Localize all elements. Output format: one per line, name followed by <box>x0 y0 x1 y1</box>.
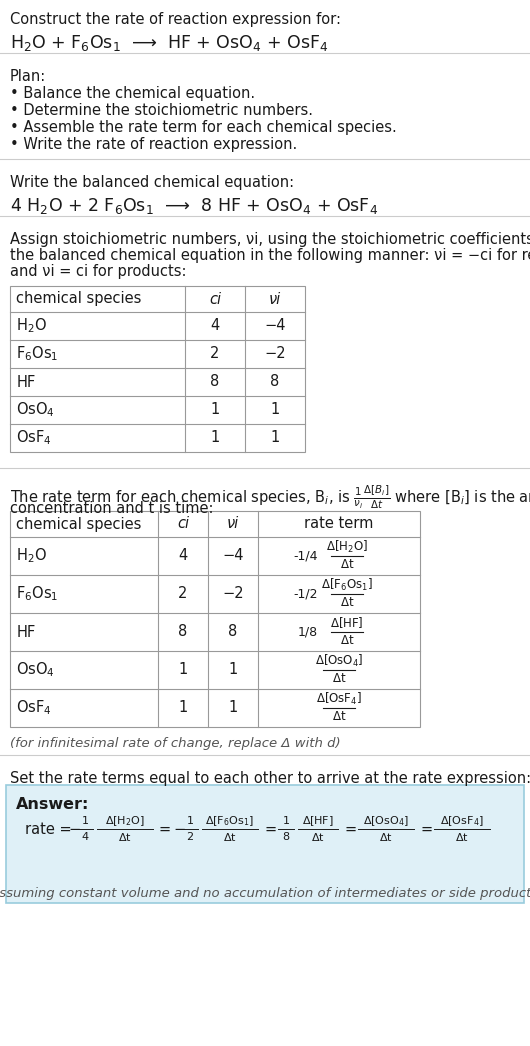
Text: ci: ci <box>209 292 221 306</box>
Text: 8: 8 <box>210 374 219 389</box>
Text: $\mathregular{OsO_4}$: $\mathregular{OsO_4}$ <box>16 401 55 419</box>
Text: Write the balanced chemical equation:: Write the balanced chemical equation: <box>10 175 294 190</box>
Text: 1: 1 <box>282 816 289 826</box>
Text: =: = <box>420 821 432 837</box>
Text: and νi = ci for products:: and νi = ci for products: <box>10 264 187 279</box>
Text: -1/2: -1/2 <box>294 588 318 600</box>
Text: Assign stoichiometric numbers, νi, using the stoichiometric coefficients, ci, fr: Assign stoichiometric numbers, νi, using… <box>10 232 530 247</box>
Text: $\mathregular{OsF_4}$: $\mathregular{OsF_4}$ <box>16 429 51 448</box>
Text: $\mathregular{HF}$: $\mathregular{HF}$ <box>16 374 37 390</box>
Text: ci: ci <box>177 517 189 531</box>
Text: $\mathregular{\Delta t}$: $\mathregular{\Delta t}$ <box>340 596 354 610</box>
Text: 1: 1 <box>187 816 193 826</box>
Text: $\mathregular{\Delta t}$: $\mathregular{\Delta t}$ <box>379 831 393 843</box>
Text: $\mathregular{\Delta[HF]}$: $\mathregular{\Delta[HF]}$ <box>330 615 364 631</box>
Text: 8: 8 <box>270 374 280 389</box>
Text: $\mathregular{\Delta[OsF_4]}$: $\mathregular{\Delta[OsF_4]}$ <box>316 691 362 707</box>
Text: rate term: rate term <box>304 517 374 531</box>
Text: $\mathregular{H_2O}$: $\mathregular{H_2O}$ <box>16 547 47 565</box>
Text: • Balance the chemical equation.: • Balance the chemical equation. <box>10 86 255 101</box>
Text: • Determine the stoichiometric numbers.: • Determine the stoichiometric numbers. <box>10 103 313 118</box>
Text: $\mathregular{\Delta t}$: $\mathregular{\Delta t}$ <box>223 831 237 843</box>
Text: $\mathregular{\Delta[HF]}$: $\mathregular{\Delta[HF]}$ <box>302 814 334 827</box>
Text: −: − <box>68 821 80 837</box>
Text: 4: 4 <box>210 318 219 334</box>
Text: $\mathregular{HF}$: $\mathregular{HF}$ <box>16 624 37 640</box>
Text: $\mathregular{\Delta[F_6Os_1]}$: $\mathregular{\Delta[F_6Os_1]}$ <box>206 814 254 827</box>
Text: $\mathregular{\Delta t}$: $\mathregular{\Delta t}$ <box>118 831 132 843</box>
Text: 1: 1 <box>179 662 188 678</box>
Text: νi: νi <box>269 292 281 306</box>
Text: −2: −2 <box>222 587 244 601</box>
Text: concentration and t is time:: concentration and t is time: <box>10 501 214 516</box>
Text: Plan:: Plan: <box>10 69 46 84</box>
Text: $\mathregular{F_6Os_1}$: $\mathregular{F_6Os_1}$ <box>16 585 58 604</box>
Text: $\mathregular{\Delta[OsO_4]}$: $\mathregular{\Delta[OsO_4]}$ <box>363 814 409 827</box>
Text: 4: 4 <box>82 832 89 842</box>
Text: −2: −2 <box>264 346 286 362</box>
Text: =: = <box>344 821 356 837</box>
Text: 1: 1 <box>210 403 219 417</box>
Text: $\mathregular{OsF_4}$: $\mathregular{OsF_4}$ <box>16 699 51 718</box>
Text: 1: 1 <box>228 662 237 678</box>
Text: −: − <box>173 821 185 837</box>
Text: =: = <box>159 821 171 837</box>
Text: $\mathregular{\Delta t}$: $\mathregular{\Delta t}$ <box>332 673 346 685</box>
Text: (for infinitesimal rate of change, replace Δ with d): (for infinitesimal rate of change, repla… <box>10 737 341 750</box>
Text: chemical species: chemical species <box>16 517 142 531</box>
Text: $\mathregular{\Delta t}$: $\mathregular{\Delta t}$ <box>311 831 325 843</box>
Text: 8: 8 <box>282 832 289 842</box>
Text: $\mathregular{F_6Os_1}$: $\mathregular{F_6Os_1}$ <box>16 344 58 363</box>
Text: $\mathregular{\Delta[OsO_4]}$: $\mathregular{\Delta[OsO_4]}$ <box>315 653 363 669</box>
Text: (assuming constant volume and no accumulation of intermediates or side products): (assuming constant volume and no accumul… <box>0 887 530 900</box>
Text: 1: 1 <box>270 431 280 446</box>
Text: • Write the rate of reaction expression.: • Write the rate of reaction expression. <box>10 137 297 152</box>
Text: −4: −4 <box>222 548 244 564</box>
Text: 1: 1 <box>270 403 280 417</box>
Text: rate =: rate = <box>25 821 76 837</box>
Text: 8: 8 <box>179 624 188 639</box>
Text: 1: 1 <box>179 701 188 715</box>
Text: 2: 2 <box>187 832 193 842</box>
Text: $\mathregular{\Delta t}$: $\mathregular{\Delta t}$ <box>455 831 469 843</box>
Text: 1/8: 1/8 <box>298 626 318 638</box>
Text: $\mathregular{\Delta t}$: $\mathregular{\Delta t}$ <box>340 559 354 571</box>
Text: Answer:: Answer: <box>16 797 90 812</box>
Text: 1: 1 <box>228 701 237 715</box>
Text: 2: 2 <box>210 346 220 362</box>
Text: $\mathregular{H_2O}$: $\mathregular{H_2O}$ <box>16 317 47 336</box>
Text: $\mathregular{\Delta[H_2O]}$: $\mathregular{\Delta[H_2O]}$ <box>105 814 145 827</box>
Text: 1: 1 <box>82 816 89 826</box>
Text: $\mathregular{OsO_4}$: $\mathregular{OsO_4}$ <box>16 661 55 679</box>
Text: −4: −4 <box>264 318 286 334</box>
Text: $\mathregular{\Delta t}$: $\mathregular{\Delta t}$ <box>332 710 346 724</box>
Text: =: = <box>264 821 276 837</box>
Text: Construct the rate of reaction expression for:: Construct the rate of reaction expressio… <box>10 12 341 27</box>
Text: -1/4: -1/4 <box>294 549 318 563</box>
Text: The rate term for each chemical species, B$_i$, is $\frac{1}{\nu_i}\frac{\Delta[: The rate term for each chemical species,… <box>10 484 530 511</box>
Bar <box>10 286 305 452</box>
Bar <box>10 511 420 727</box>
Text: the balanced chemical equation in the following manner: νi = −ci for reactants: the balanced chemical equation in the fo… <box>10 248 530 263</box>
Text: • Assemble the rate term for each chemical species.: • Assemble the rate term for each chemic… <box>10 120 397 135</box>
Text: 2: 2 <box>178 587 188 601</box>
Text: chemical species: chemical species <box>16 292 142 306</box>
Text: 1: 1 <box>210 431 219 446</box>
Text: $\mathregular{\Delta[OsF_4]}$: $\mathregular{\Delta[OsF_4]}$ <box>440 814 484 827</box>
Text: νi: νi <box>227 517 239 531</box>
Text: $\mathregular{\Delta t}$: $\mathregular{\Delta t}$ <box>340 635 354 647</box>
Text: Set the rate terms equal to each other to arrive at the rate expression:: Set the rate terms equal to each other t… <box>10 771 530 786</box>
Text: $\mathregular{\Delta[F_6Os_1]}$: $\mathregular{\Delta[F_6Os_1]}$ <box>321 577 373 593</box>
FancyBboxPatch shape <box>6 784 524 903</box>
Text: $\mathregular{H_2O}$ + $\mathregular{F_6Os_1}$  ⟶  $\mathregular{HF}$ + $\mathre: $\mathregular{H_2O}$ + $\mathregular{F_6… <box>10 33 328 53</box>
Text: 4: 4 <box>179 548 188 564</box>
Text: $\mathregular{\Delta[H_2O]}$: $\mathregular{\Delta[H_2O]}$ <box>326 539 368 555</box>
Text: 4 $\mathregular{H_2O}$ + 2 $\mathregular{F_6Os_1}$  ⟶  8 $\mathregular{HF}$ + $\: 4 $\mathregular{H_2O}$ + 2 $\mathregular… <box>10 196 378 217</box>
Text: 8: 8 <box>228 624 237 639</box>
